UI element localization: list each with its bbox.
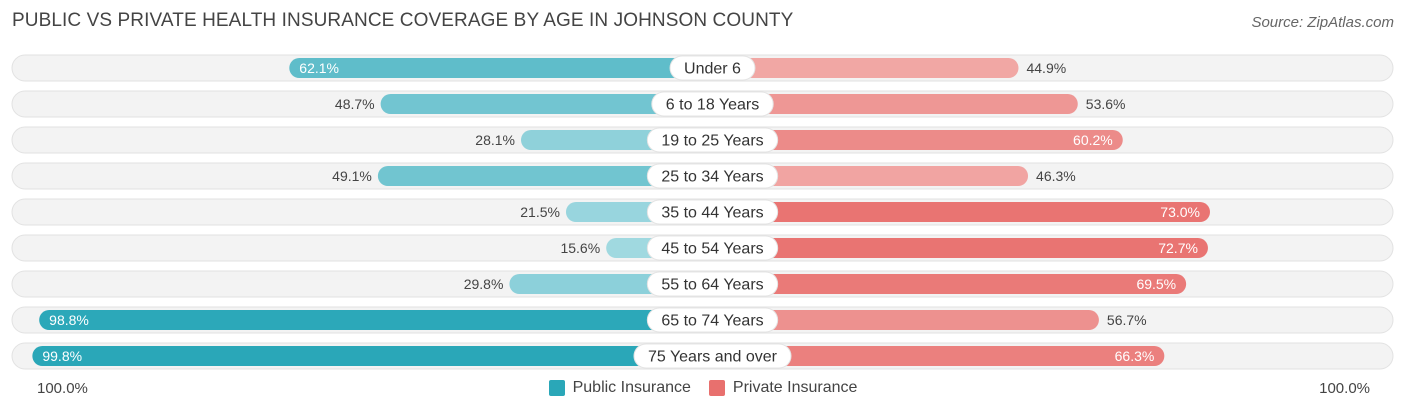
private-value-label: 72.7% [1158, 240, 1198, 256]
category-label: 19 to 25 Years [661, 133, 763, 150]
private-value-label: 46.3% [1036, 168, 1076, 184]
public-bar [377, 166, 713, 186]
public-value-label: 15.6% [560, 240, 600, 256]
category-pill [646, 271, 779, 297]
category-pill [633, 343, 792, 369]
public-value-label: 21.5% [520, 204, 560, 220]
private-value-label: 53.6% [1086, 96, 1126, 112]
source-credit: Source: ZipAtlas.com [1251, 14, 1394, 31]
legend: Public Insurance Private Insurance [0, 379, 1406, 397]
axis-right-label: 100.0% [1319, 380, 1370, 397]
public-value-label: 98.8% [49, 312, 89, 328]
category-pill [646, 235, 779, 261]
category-label: 55 to 64 Years [661, 277, 763, 294]
category-label: Under 6 [684, 61, 741, 78]
private-bar [712, 346, 1165, 366]
public-bar [39, 310, 713, 330]
public-bar [289, 58, 713, 78]
category-label: 75 Years and over [648, 349, 778, 366]
private-bar [712, 238, 1208, 258]
private-bar [712, 58, 1019, 78]
legend-public[interactable]: Public Insurance [548, 379, 691, 397]
private-bar [712, 202, 1210, 222]
category-pill [646, 307, 779, 333]
public-value-label: 48.7% [335, 96, 375, 112]
private-value-label: 73.0% [1160, 204, 1200, 220]
chart-area: 62.1% 44.9% Under 6 48.7% 53.6% 6 to 18 Years… [11, 54, 1394, 370]
category-pill [669, 55, 756, 81]
legend-public-swatch [548, 380, 565, 396]
category-label: 45 to 54 Years [661, 241, 763, 258]
private-value-label: 56.7% [1107, 312, 1147, 328]
category-pill [646, 127, 779, 153]
category-label: 6 to 18 Years [666, 97, 759, 114]
private-value-label: 44.9% [1026, 60, 1066, 76]
category-pill [646, 163, 779, 189]
private-bar [712, 94, 1078, 114]
private-bar [712, 130, 1123, 150]
legend-private-swatch [708, 380, 725, 396]
private-value-label: 66.3% [1115, 348, 1155, 364]
axis-left-label: 100.0% [37, 380, 88, 397]
private-bar [712, 310, 1099, 330]
private-bar [712, 166, 1029, 186]
private-value-label: 69.5% [1136, 276, 1176, 292]
category-pill [646, 199, 779, 225]
category-label: 35 to 44 Years [661, 205, 763, 222]
public-value-label: 28.1% [475, 132, 515, 148]
public-value-label: 49.1% [332, 168, 372, 184]
legend-public-label: Public Insurance [572, 379, 691, 396]
category-pill [651, 91, 774, 117]
public-bar [32, 346, 713, 366]
chart-title: PUBLIC VS PRIVATE HEALTH INSURANCE COVER… [12, 10, 794, 31]
public-value-label: 62.1% [299, 60, 339, 76]
private-bar [712, 274, 1187, 294]
category-label: 25 to 34 Years [661, 169, 763, 186]
public-bar [380, 94, 713, 114]
public-value-label: 29.8% [464, 276, 504, 292]
private-value-label: 60.2% [1073, 132, 1113, 148]
category-label: 65 to 74 Years [661, 313, 763, 330]
legend-private-label: Private Insurance [732, 379, 858, 396]
public-value-label: 99.8% [42, 348, 82, 364]
legend-private[interactable]: Private Insurance [708, 379, 858, 397]
